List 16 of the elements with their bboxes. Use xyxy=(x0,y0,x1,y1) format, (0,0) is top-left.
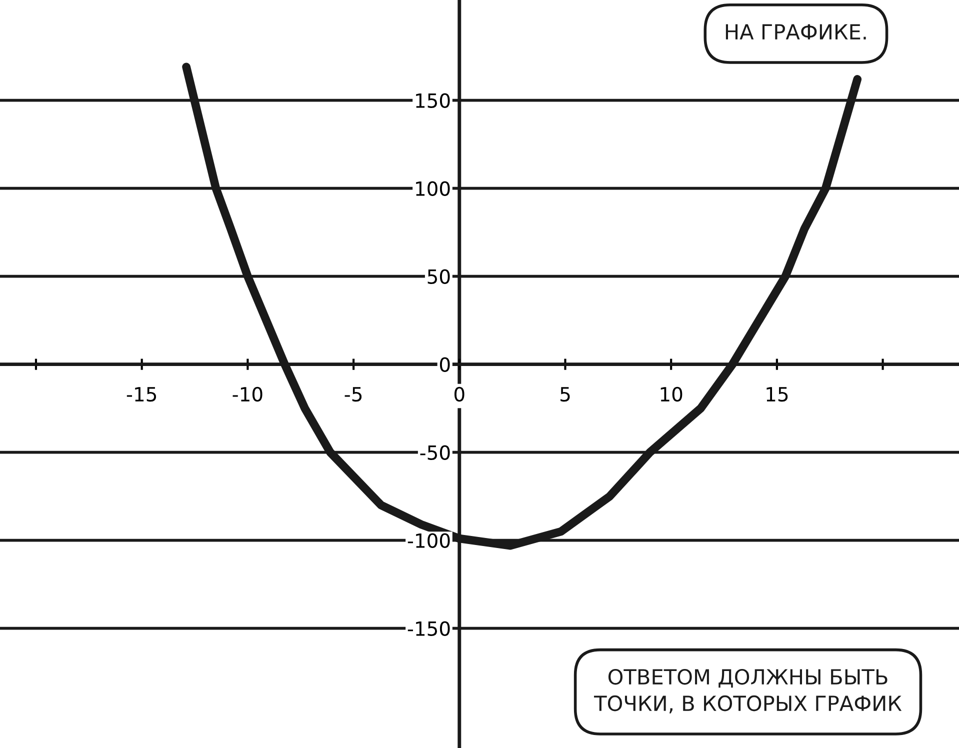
x-tick-label: 5 xyxy=(560,387,570,402)
y-tick-label: 50 xyxy=(428,269,450,284)
y-tick-label: 0 xyxy=(440,357,450,372)
x-tick-label: -15 xyxy=(126,387,156,402)
x-tick-label: -10 xyxy=(232,386,262,402)
y-tick-label: 150 xyxy=(416,93,450,108)
y-tick-label: -50 xyxy=(420,445,450,460)
x-tick-label: 15 xyxy=(766,387,788,402)
annotation: ОТВЕТОМ ДОЛЖНЫ БЫТЬ ТОЧКИ, В КОТОРЫХ ГРАФИК xyxy=(594,668,902,714)
x-tick-label: 0 xyxy=(454,386,464,402)
y-tick-label: -150 xyxy=(408,621,450,636)
x-tick-label: -5 xyxy=(344,387,362,402)
y-tick-label: -100 xyxy=(408,533,450,548)
x-tick-label: 10 xyxy=(660,386,682,402)
y-tick-label: 100 xyxy=(416,181,450,196)
annotation: НА ГРАФИКЕ. xyxy=(726,24,866,40)
